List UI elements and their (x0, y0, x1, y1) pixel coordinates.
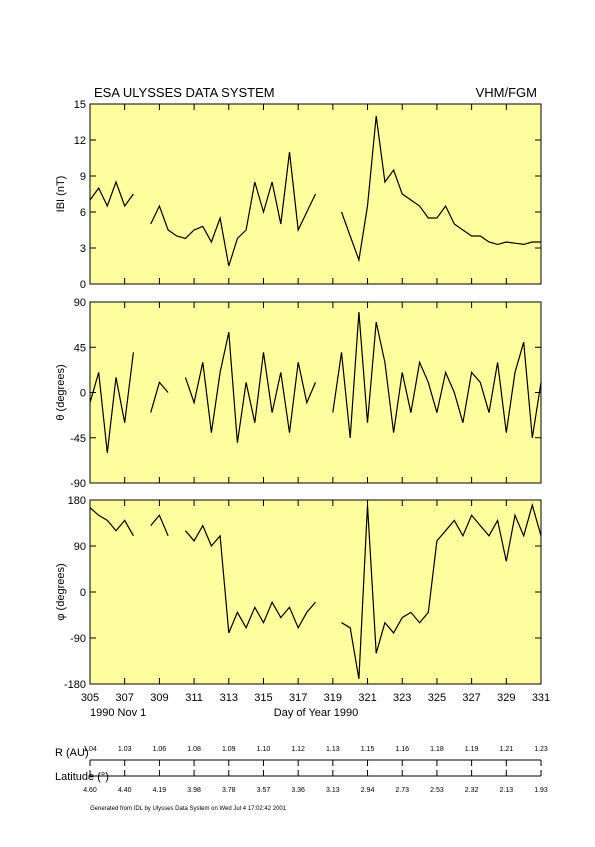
latitude-value: 4.60 (83, 787, 97, 794)
x-tick-label: 325 (428, 692, 446, 704)
x-tick-label: 327 (462, 692, 480, 704)
data-line (89, 115, 541, 267)
x-tick-label: 317 (289, 692, 307, 704)
instrument: VHM/FGM (476, 85, 537, 100)
latitude-value: 2.13 (499, 787, 513, 794)
x-tick-label: 329 (497, 692, 515, 704)
latitude-value: 2.32 (465, 787, 479, 794)
y-tick-label: 3 (80, 243, 86, 255)
r-au-value: 1.13 (326, 746, 340, 753)
r-au-value: 1.04 (83, 746, 97, 753)
y-tick-label: 90 (74, 297, 86, 309)
r-au-value: 1.21 (499, 746, 513, 753)
y-tick-label: 0 (80, 279, 86, 291)
x-tick-label: 315 (254, 692, 272, 704)
y-tick-label: -90 (70, 633, 86, 645)
latitude-value: 3.98 (187, 787, 201, 794)
r-au-value: 1.06 (153, 746, 167, 753)
r-au-value: 1.16 (395, 746, 409, 753)
x-axis-label: Day of Year 1990 (274, 707, 358, 719)
x-tick-label: 321 (358, 692, 376, 704)
r-au-value: 1.15 (361, 746, 375, 753)
x-tick-label: 309 (150, 692, 168, 704)
latitude-label: Latitude (°) (55, 771, 109, 783)
data-line (89, 312, 542, 453)
r-au-value: 1.23 (534, 746, 548, 753)
x-tick-label: 331 (532, 692, 550, 704)
footer: Generated from IDL by Ulysses Data Syste… (90, 806, 287, 812)
r-au-value: 1.08 (187, 746, 201, 753)
x-tick-label: 305 (81, 692, 99, 704)
r-au-value: 1.18 (430, 746, 444, 753)
r-au-label: R (AU) (55, 747, 89, 759)
r-au-value: 1.03 (118, 746, 132, 753)
latitude-value: 3.78 (222, 787, 236, 794)
title: ESA ULYSSES DATA SYSTEM (94, 85, 275, 100)
plot-area (89, 301, 542, 484)
y-tick-label: 15 (74, 99, 86, 111)
r-au-value: 1.19 (465, 746, 479, 753)
y-axis-label: θ (degrees) (55, 364, 67, 420)
latitude-value: 3.36 (291, 787, 305, 794)
y-tick-label: 6 (80, 207, 86, 219)
latitude-value: 4.40 (118, 787, 132, 794)
y-tick-label: 180 (68, 495, 86, 507)
r-au-value: 1.09 (222, 746, 236, 753)
start-date: 1990 Nov 1 (90, 707, 146, 719)
latitude-value: 2.53 (430, 787, 444, 794)
data-line (89, 502, 542, 680)
y-tick-label: 0 (80, 587, 86, 599)
y-tick-label: 0 (80, 388, 86, 400)
y-tick-label: 12 (74, 135, 86, 147)
y-tick-label: 45 (74, 342, 86, 354)
r-au-value: 1.10 (257, 746, 271, 753)
y-tick-label: 9 (80, 171, 86, 183)
latitude-value: 3.13 (326, 787, 340, 794)
y-axis-label: IBI (nT) (55, 176, 67, 213)
y-tick-label: -90 (70, 478, 86, 490)
y-tick-label: -180 (64, 679, 86, 691)
latitude-value: 2.94 (361, 787, 375, 794)
x-tick-label: 323 (393, 692, 411, 704)
y-tick-label: -45 (70, 433, 86, 445)
plot-area (89, 499, 542, 685)
latitude-value: 3.57 (257, 787, 271, 794)
r-au-value: 1.12 (291, 746, 305, 753)
x-tick-label: 311 (185, 692, 203, 704)
y-axis-label: φ (degrees) (55, 563, 67, 620)
y-tick-label: 90 (74, 541, 86, 553)
latitude-value: 4.19 (153, 787, 167, 794)
latitude-value: 1.93 (534, 787, 548, 794)
x-tick-label: 307 (116, 692, 134, 704)
x-tick-label: 313 (220, 692, 238, 704)
latitude-value: 2.73 (395, 787, 409, 794)
x-tick-label: 319 (324, 692, 342, 704)
